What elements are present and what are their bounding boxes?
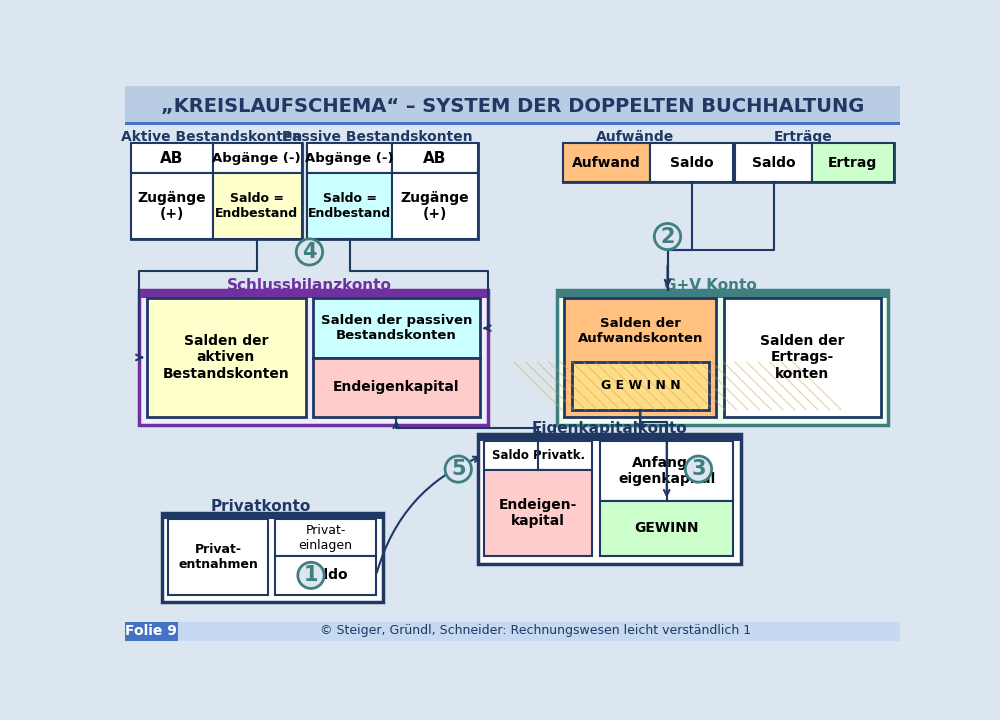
Text: GEWINN: GEWINN: [634, 521, 699, 536]
Text: Abgänge (-): Abgänge (-): [212, 151, 301, 164]
Circle shape: [685, 456, 712, 482]
Text: Anfangs-
eigenkapital: Anfangs- eigenkapital: [618, 456, 715, 486]
Circle shape: [298, 562, 324, 588]
Text: 5: 5: [451, 459, 466, 479]
FancyBboxPatch shape: [168, 519, 268, 595]
Text: Abgänge (-): Abgänge (-): [305, 151, 394, 164]
Text: Saldo Privatk.: Saldo Privatk.: [492, 449, 585, 462]
FancyBboxPatch shape: [213, 143, 302, 173]
Text: Privatkonto: Privatkonto: [210, 499, 311, 514]
FancyBboxPatch shape: [139, 290, 488, 426]
FancyBboxPatch shape: [147, 298, 306, 418]
FancyBboxPatch shape: [557, 290, 888, 426]
Text: 4: 4: [302, 242, 317, 262]
Text: Aufwand: Aufwand: [572, 156, 641, 170]
FancyBboxPatch shape: [131, 173, 213, 239]
FancyBboxPatch shape: [125, 621, 178, 641]
Text: G E W I N N: G E W I N N: [601, 379, 680, 392]
Text: Salden der passiven
Bestandskonten: Salden der passiven Bestandskonten: [321, 314, 472, 342]
Text: Passive Bestandskonten: Passive Bestandskonten: [282, 130, 472, 144]
FancyBboxPatch shape: [125, 122, 900, 125]
FancyBboxPatch shape: [563, 143, 733, 182]
FancyBboxPatch shape: [478, 434, 741, 441]
FancyBboxPatch shape: [572, 362, 709, 410]
FancyBboxPatch shape: [600, 500, 733, 556]
Text: Privat-
entnahmen: Privat- entnahmen: [178, 543, 258, 571]
Text: Salden der
Aufwandskonten: Salden der Aufwandskonten: [578, 318, 703, 346]
FancyBboxPatch shape: [162, 513, 383, 601]
FancyBboxPatch shape: [162, 513, 383, 519]
FancyBboxPatch shape: [275, 519, 376, 556]
FancyBboxPatch shape: [724, 298, 881, 418]
FancyBboxPatch shape: [478, 434, 741, 564]
FancyBboxPatch shape: [484, 470, 592, 556]
FancyBboxPatch shape: [812, 143, 894, 182]
FancyBboxPatch shape: [275, 556, 376, 595]
Text: 3: 3: [691, 459, 706, 479]
FancyBboxPatch shape: [213, 173, 302, 239]
FancyBboxPatch shape: [131, 143, 302, 239]
FancyBboxPatch shape: [484, 441, 592, 470]
FancyBboxPatch shape: [313, 359, 480, 418]
FancyBboxPatch shape: [307, 143, 392, 173]
FancyBboxPatch shape: [564, 298, 716, 418]
FancyBboxPatch shape: [131, 143, 213, 173]
Text: 1: 1: [304, 565, 318, 585]
Text: G+V Konto: G+V Konto: [664, 277, 757, 292]
Text: Aktive Bestandskonten: Aktive Bestandskonten: [121, 130, 302, 144]
Circle shape: [445, 456, 471, 482]
Text: Saldo =
Endbestand: Saldo = Endbestand: [215, 192, 298, 220]
Text: Privat-
einlagen: Privat- einlagen: [299, 523, 353, 552]
FancyBboxPatch shape: [557, 290, 888, 298]
Text: Salden der
aktiven
Bestandskonten: Salden der aktiven Bestandskonten: [162, 334, 289, 381]
FancyBboxPatch shape: [307, 173, 392, 239]
FancyBboxPatch shape: [125, 621, 900, 641]
Text: Saldo =
Endbestand: Saldo = Endbestand: [308, 192, 391, 220]
Text: Aufwände: Aufwände: [596, 130, 674, 144]
Text: Eigenkapitalkonto: Eigenkapitalkonto: [532, 420, 687, 436]
Text: Endeigen-
kapital: Endeigen- kapital: [499, 498, 577, 528]
Text: Salden der
Ertrags-
konten: Salden der Ertrags- konten: [760, 334, 845, 381]
FancyBboxPatch shape: [650, 143, 733, 182]
Text: 2: 2: [660, 227, 675, 246]
Text: © Steiger, Gründl, Schneider: Rechnungswesen leicht verständlich 1: © Steiger, Gründl, Schneider: Rechnungsw…: [320, 624, 751, 637]
FancyBboxPatch shape: [139, 290, 488, 298]
FancyBboxPatch shape: [392, 173, 478, 239]
FancyBboxPatch shape: [735, 143, 894, 182]
FancyBboxPatch shape: [563, 143, 650, 182]
Circle shape: [654, 223, 681, 250]
FancyBboxPatch shape: [313, 298, 480, 359]
Text: Saldo: Saldo: [304, 568, 348, 582]
Text: Folie 9: Folie 9: [125, 624, 177, 638]
Text: Ertrag: Ertrag: [828, 156, 877, 170]
FancyBboxPatch shape: [392, 143, 478, 173]
FancyBboxPatch shape: [307, 143, 478, 239]
Text: Erträge: Erträge: [774, 130, 832, 144]
Circle shape: [296, 239, 323, 265]
Text: Zugänge
(+): Zugänge (+): [137, 191, 206, 221]
FancyBboxPatch shape: [735, 143, 812, 182]
Text: Schlussbilanzkonto: Schlussbilanzkonto: [227, 277, 392, 292]
Text: Saldo: Saldo: [752, 156, 795, 170]
Text: Endeigenkapital: Endeigenkapital: [333, 380, 460, 395]
Text: AB: AB: [160, 150, 183, 166]
Text: „KREISLAUFSCHEMA“ – SYSTEM DER DOPPELTEN BUCHHALTUNG: „KREISLAUFSCHEMA“ – SYSTEM DER DOPPELTEN…: [161, 97, 864, 116]
FancyBboxPatch shape: [125, 86, 900, 123]
Text: Saldo: Saldo: [670, 156, 713, 170]
FancyBboxPatch shape: [600, 441, 733, 500]
Text: Zugänge
(+): Zugänge (+): [401, 191, 469, 221]
Text: AB: AB: [423, 150, 447, 166]
